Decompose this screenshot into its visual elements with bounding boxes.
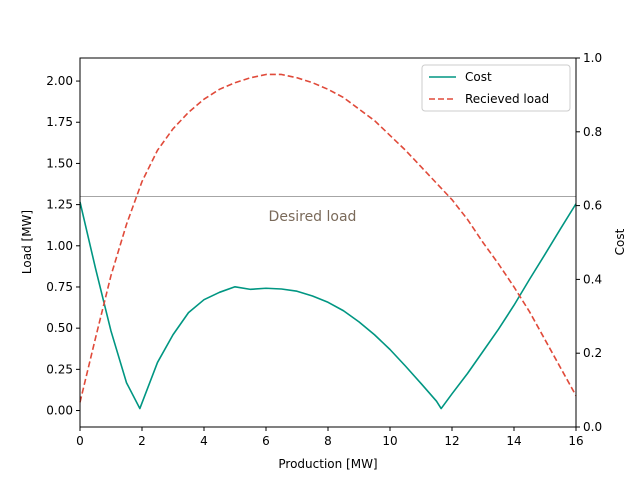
y-tick-label: 0.25	[46, 362, 73, 376]
x-tick-label: 6	[262, 434, 270, 448]
x-tick-label: 2	[138, 434, 146, 448]
y-tick-label: 0.75	[46, 280, 73, 294]
x-tick-label: 14	[506, 434, 521, 448]
y-tick-label: 1.25	[46, 198, 73, 212]
series-layer	[79, 73, 577, 410]
y-tick-label: 1.75	[46, 115, 73, 129]
x-tick-label: 4	[200, 434, 208, 448]
x-tick-label: 16	[568, 434, 583, 448]
x-tick-label: 0	[76, 434, 84, 448]
reference-line-label: Desired load	[269, 209, 357, 225]
legend-box	[421, 64, 571, 112]
y2-tick-label: 1.0	[583, 51, 602, 65]
y2-tick-label: 0.2	[583, 346, 602, 360]
x-tick-label: 12	[444, 434, 459, 448]
y-tick-label: 0.50	[46, 321, 73, 335]
y-tick-label: 1.50	[46, 156, 73, 170]
x-tick-label: 10	[382, 434, 397, 448]
series-line-recieved-load	[79, 73, 577, 403]
y-axis-label: Load [MW]	[20, 210, 34, 274]
plot-frame	[79, 57, 577, 428]
legend-label: Recieved load	[465, 92, 549, 106]
y-tick-label: 0.00	[46, 404, 73, 418]
x-tick-label: 8	[324, 434, 332, 448]
series-line-cost	[79, 201, 577, 410]
y2-tick-label: 0.6	[583, 199, 602, 213]
legend-label: Cost	[465, 70, 492, 84]
axes-layer: 0 2 4 6 8 10 12 14 16 0.00 0.25 0.50 0.75 1.00 1.25 1.5…	[46, 51, 602, 448]
y2-tick-label: 0.4	[583, 272, 602, 286]
y2-axis-label: Cost	[613, 228, 627, 255]
y2-tick-label: 0.8	[583, 125, 602, 139]
x-axis-label: Production [MW]	[278, 457, 377, 471]
y-tick-label: 1.00	[46, 239, 73, 253]
y-tick-label: 2.00	[46, 74, 73, 88]
y2-tick-label: 0.0	[583, 420, 602, 434]
legend: Cost Recieved load	[421, 64, 571, 112]
